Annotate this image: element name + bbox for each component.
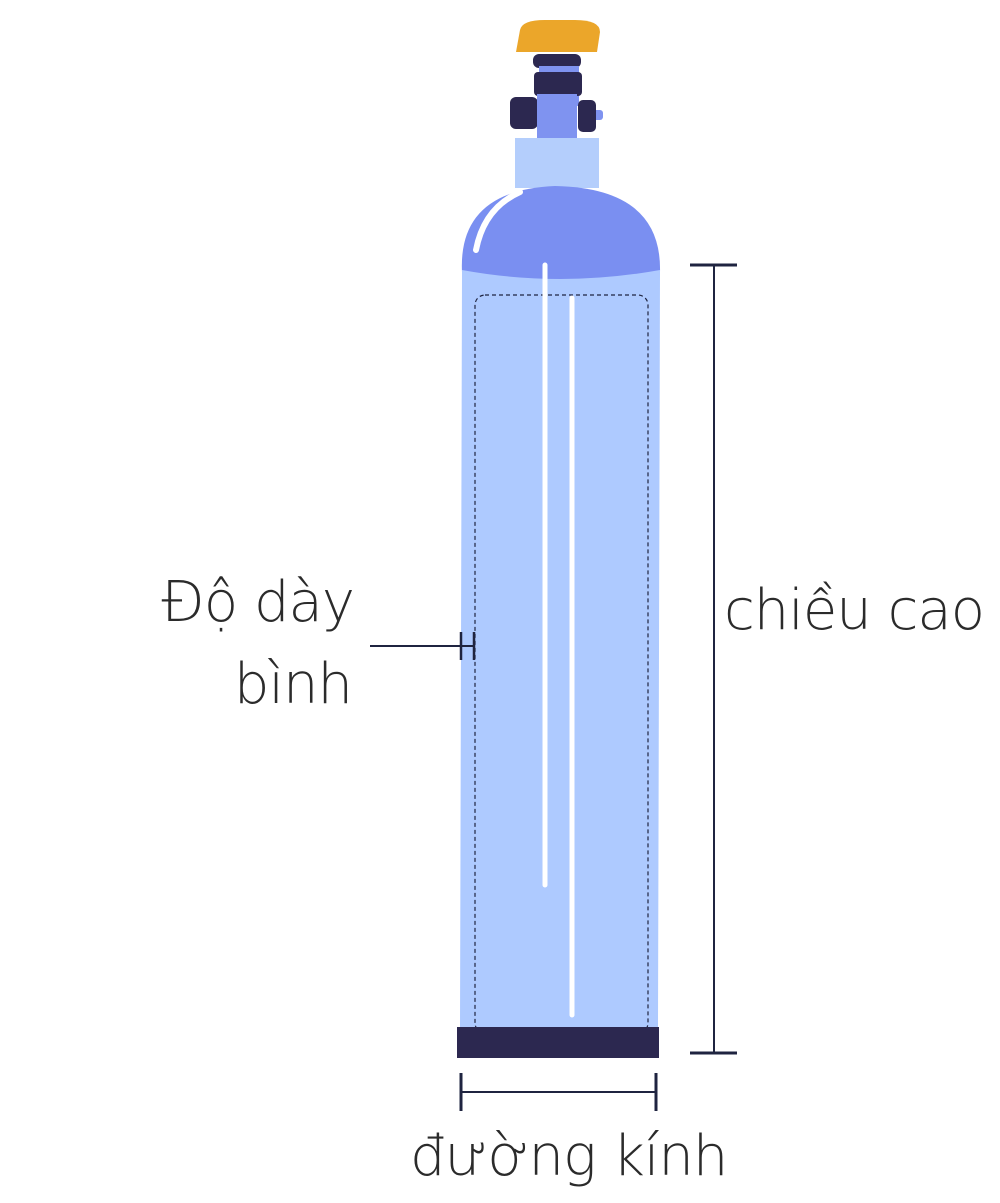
valve-ring	[533, 54, 581, 68]
valve-cap	[516, 20, 600, 52]
cylinder-collar	[515, 138, 599, 188]
valve-knob-right	[578, 100, 596, 132]
diameter-label: đường kính	[410, 1124, 728, 1189]
height-dimension	[690, 263, 737, 1055]
valve-knob-left	[510, 97, 538, 129]
wall-thickness-marker	[370, 632, 476, 660]
diameter-dimension	[459, 1073, 658, 1111]
cylinder-base	[457, 1027, 659, 1058]
wall-thickness-label-line1: Độ dày	[161, 570, 355, 635]
valve-band	[534, 72, 582, 96]
height-label: chiều cao	[724, 578, 985, 643]
cylinder-shoulder	[461, 186, 661, 281]
shoulder-highlight	[473, 189, 523, 253]
gas-cylinder-icon	[457, 20, 661, 1058]
inner-wall-outline	[474, 294, 649, 1034]
cylinder-body	[460, 270, 660, 1028]
valve-body	[537, 94, 577, 138]
wall-thickness-label-line2: bình	[233, 652, 353, 717]
